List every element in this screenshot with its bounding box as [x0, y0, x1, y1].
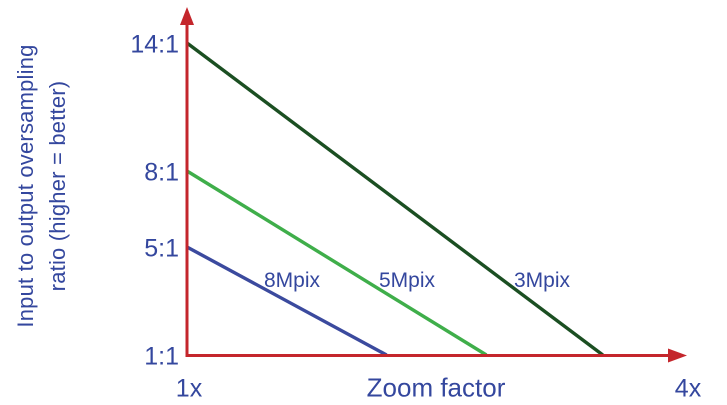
series-lines: [185, 41, 604, 357]
series-line-3mpix: [185, 41, 604, 357]
series-label-8mpix: 8Mpix: [263, 269, 321, 292]
x-axis-arrow-icon: [668, 348, 687, 363]
y-tick-1-1: 1:1: [144, 342, 179, 371]
y-axis-arrow-icon: [180, 7, 194, 25]
y-tick-5-1: 5:1: [144, 234, 179, 263]
x-tick-4x: 4x: [674, 374, 702, 403]
series-label-5mpix: 5Mpix: [378, 269, 436, 292]
y-tick-8-1: 8:1: [144, 158, 179, 187]
x-tick-1x: 1x: [175, 374, 203, 403]
series-line-8mpix: [186, 245, 388, 357]
y-tick-14-1: 14:1: [130, 30, 179, 59]
x-axis-title: Zoom factor: [366, 372, 506, 403]
series-label-3mpix: 3Mpix: [513, 269, 571, 292]
series-line-5mpix: [186, 169, 488, 357]
